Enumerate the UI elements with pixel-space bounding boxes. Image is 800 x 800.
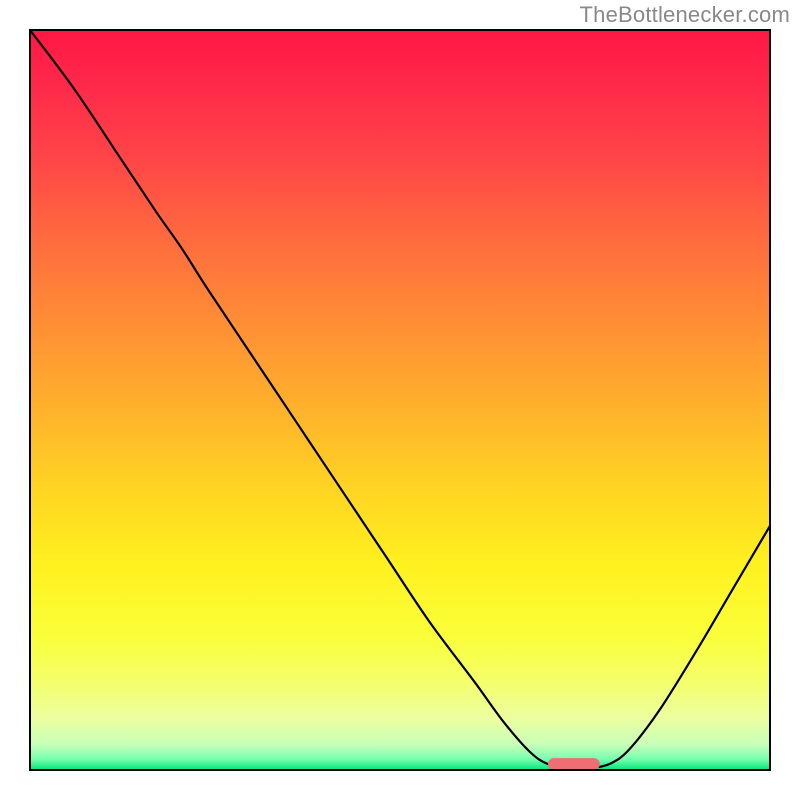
chart-svg <box>0 0 800 800</box>
optimal-marker <box>548 758 600 770</box>
plot-background <box>30 30 770 770</box>
bottleneck-chart: TheBottlenecker.com <box>0 0 800 800</box>
watermark-text: TheBottlenecker.com <box>580 2 790 28</box>
